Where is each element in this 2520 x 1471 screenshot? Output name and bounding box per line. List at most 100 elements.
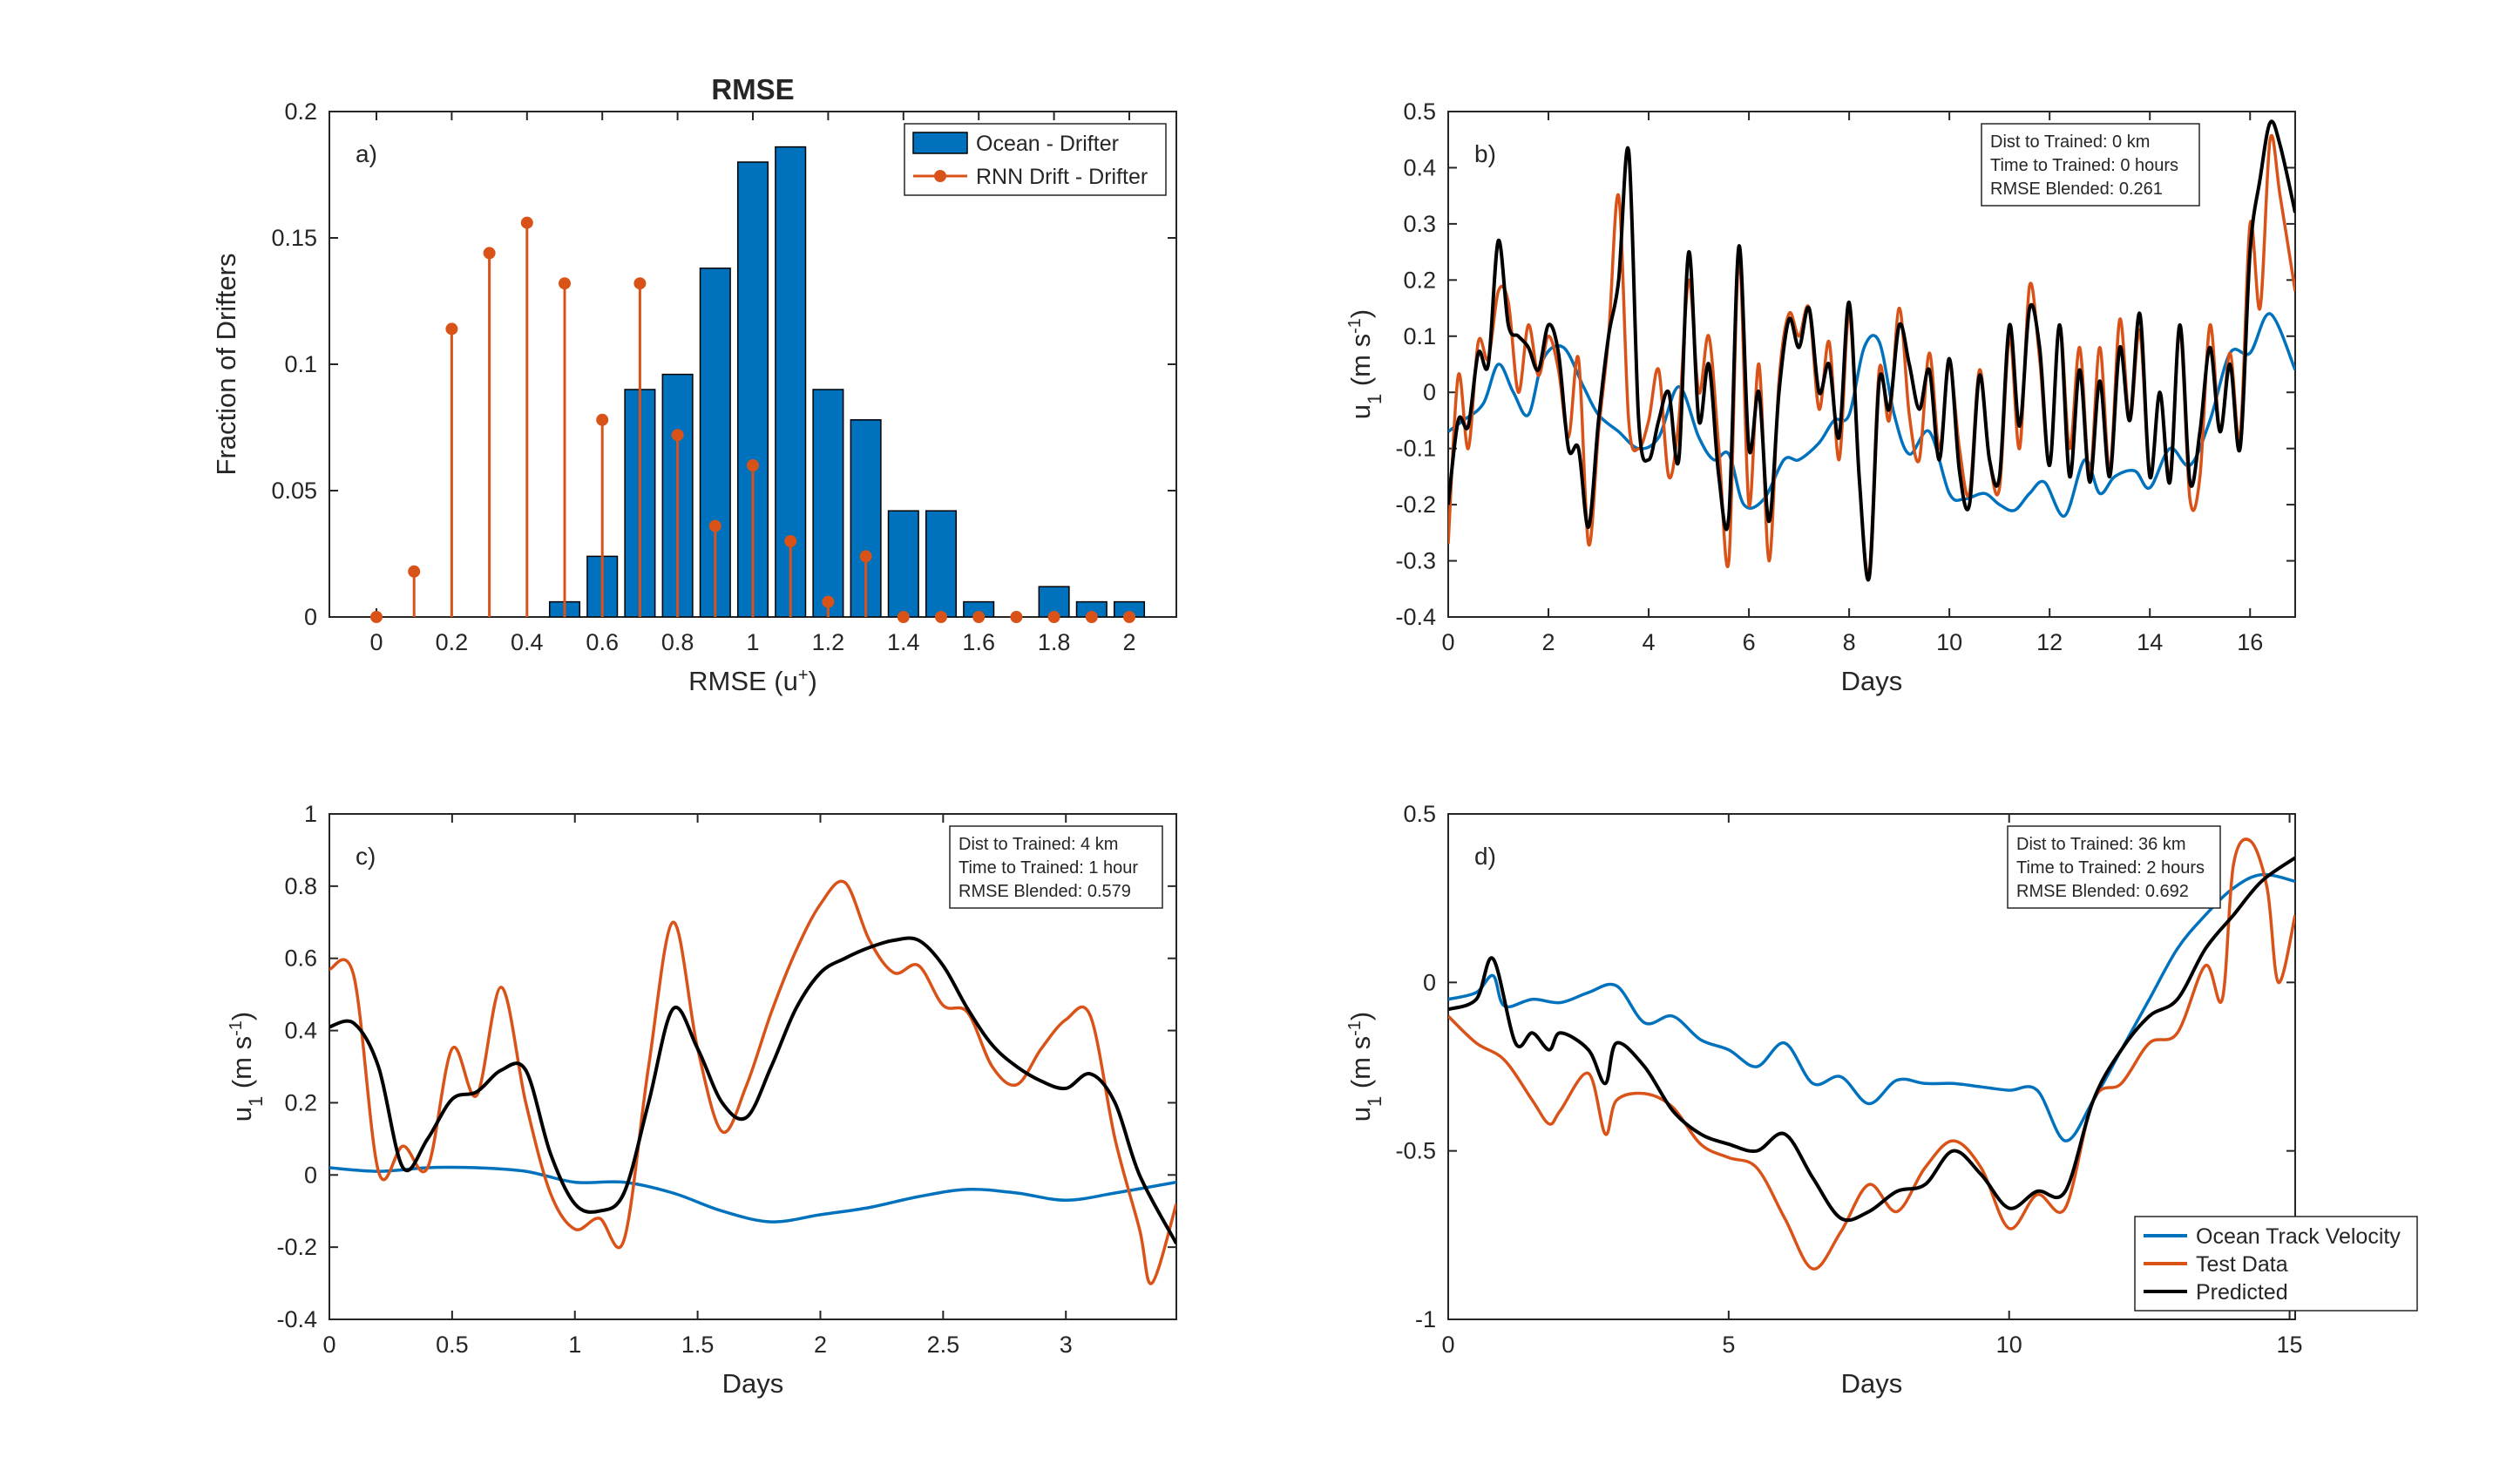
y-axis-label-text: u (1345, 404, 1376, 419)
plot-marks (1448, 837, 2295, 1271)
stem-marker (708, 519, 721, 532)
x-tick-label: 12 (2036, 629, 2063, 655)
plot-marks (329, 879, 1176, 1285)
x-tick-label: 4 (1643, 629, 1656, 655)
y-tick-label: 0 (304, 1162, 317, 1188)
info-line: Time to Trained: 1 hour (959, 858, 1138, 878)
y-axis-label-sub: 1 (1364, 394, 1385, 404)
series-line-ocean (1448, 872, 2295, 1142)
y-tick-label: -0.3 (1395, 548, 1436, 574)
y-axis-label-close: ) (1345, 1012, 1376, 1020)
y-axis-label: u1 (m s-1) (1345, 1012, 1385, 1122)
info-line: Dist to Trained: 36 km (2016, 835, 2186, 854)
stem-marker (559, 277, 571, 290)
stem-marker (1010, 611, 1023, 623)
x-tick-label: 8 (1843, 629, 1856, 655)
legend: Ocean - Drifter RNN Drift - Drifter (904, 123, 1167, 196)
x-axis-label: Days (722, 1368, 784, 1399)
stem-marker (822, 595, 835, 608)
y-tick-label: 0.05 (271, 478, 317, 504)
y-tick-label: 0.4 (1403, 154, 1436, 180)
x-tick-label: 15 (2277, 1332, 2303, 1358)
y-tick-label: 0 (1423, 379, 1436, 405)
stem-marker (633, 277, 647, 290)
x-tick-label: 3 (1060, 1332, 1073, 1358)
y-tick-label: 0.2 (284, 98, 317, 125)
stem-marker (1047, 611, 1060, 623)
panel-label: a) (356, 140, 377, 167)
x-tick-label: 1.2 (812, 629, 845, 655)
y-tick-label: -0.2 (276, 1234, 317, 1260)
legend-item-rnn-drift: RNN Drift - Drifter (976, 165, 1148, 189)
stem-marker (483, 247, 496, 260)
y-tick-label: 1 (304, 801, 317, 827)
stem-marker (596, 413, 609, 426)
stem-marker (520, 216, 533, 229)
x-tick-label: 2.5 (927, 1332, 960, 1358)
series-line-pred (329, 936, 1176, 1244)
stem-marker (1085, 611, 1098, 623)
bar (887, 510, 919, 617)
series-line-test (329, 879, 1176, 1285)
x-tick-label: 0 (1441, 1332, 1454, 1358)
info-box: Dist to Trained: 36 km Time to Trained: 2… (2007, 825, 2221, 909)
x-tick-label: 0.6 (586, 629, 619, 655)
y-tick-label: 0 (1423, 969, 1436, 995)
info-box-frame (949, 825, 1163, 909)
y-axis-label-text: Fraction of Drifters (211, 254, 241, 476)
stem-marker (972, 611, 986, 623)
y-axis-label-close: ) (1345, 309, 1376, 318)
series-line-ocean (1448, 312, 2295, 518)
y-axis-label-text: u (227, 1107, 257, 1122)
y-tick-label: 0.4 (284, 1018, 317, 1044)
x-tick-label: 1 (568, 1332, 581, 1358)
y-axis-label: u1 (m s-1) (1345, 309, 1385, 420)
x-tick-label: 0 (322, 1332, 335, 1358)
y-tick-label: -1 (1415, 1306, 1436, 1332)
stem-marker (897, 611, 910, 623)
y-axis-label-sub: 1 (1364, 1096, 1385, 1107)
panel-c: 0 0.5 1 1.5 2 2.5 3 -0.4 -0.2 0 0.2 0.4 0.6 0.8 1 Days u… (227, 801, 1177, 1399)
info-box: Dist to Trained: 4 km Time to Trained: 1 … (949, 825, 1163, 909)
bar (925, 510, 958, 617)
y-tick-label: -0.2 (1395, 491, 1436, 518)
y-axis-label-units: (m s (227, 1036, 257, 1096)
bar (812, 389, 844, 617)
info-line: Dist to Trained: 4 km (959, 835, 1118, 854)
y-tick-label: 0 (304, 604, 317, 630)
x-axis-label-sup: + (798, 666, 809, 685)
x-tick-label: 5 (1722, 1332, 1735, 1358)
y-tick-label: 0.5 (1403, 801, 1436, 827)
info-line: Time to Trained: 2 hours (2016, 858, 2205, 878)
y-tick-label: 0.5 (1403, 98, 1436, 125)
x-axis-label: RMSE (u+) (688, 666, 817, 696)
y-axis-label-text: u (1345, 1107, 1376, 1122)
x-tick-label: 2 (1122, 629, 1135, 655)
y-tick-label: 0.2 (1403, 267, 1436, 293)
x-tick-label: 0.2 (436, 629, 469, 655)
x-tick-label: 0.4 (511, 629, 544, 655)
x-tick-label: 10 (1996, 1332, 2022, 1358)
info-line: RMSE Blended: 0.579 (959, 882, 1131, 901)
x-tick-label: 1.4 (887, 629, 920, 655)
y-axis-label: Fraction of Drifters (211, 254, 241, 476)
legend-item-pred: Predicted (2196, 1280, 2288, 1305)
series-line-test (1448, 837, 2295, 1271)
panel-label: b) (1474, 140, 1496, 167)
x-tick-label: 1.6 (962, 629, 995, 655)
x-tick-label: 0.5 (436, 1332, 469, 1358)
y-tick-label: 0.1 (284, 351, 317, 377)
chart-title: RMSE (711, 73, 794, 105)
x-tick-label: 1 (746, 629, 759, 655)
y-tick-label: -0.4 (276, 1306, 317, 1332)
x-tick-label: 6 (1743, 629, 1756, 655)
x-axis-label-text: Days (1841, 666, 1903, 696)
x-tick-label: 0.8 (661, 629, 694, 655)
panel-label: d) (1474, 843, 1496, 870)
x-tick-label: 16 (2237, 629, 2263, 655)
y-axis-label-sup: -1 (1345, 318, 1365, 334)
x-axis-label: Days (1841, 1368, 1903, 1399)
legend-item-test: Test Data (2196, 1252, 2288, 1277)
x-tick-label: 2 (1542, 629, 1555, 655)
